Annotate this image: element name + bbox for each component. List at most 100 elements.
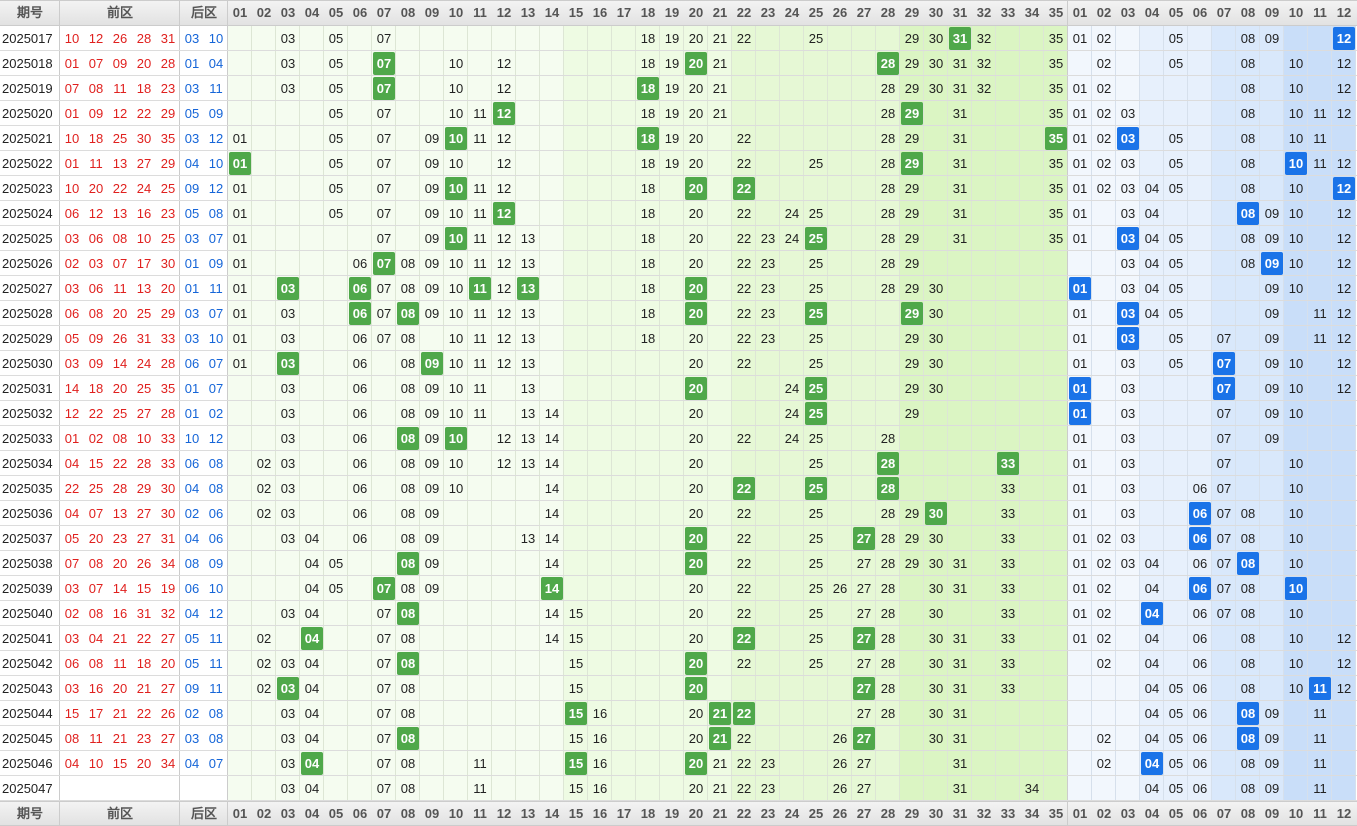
back-number: 09 bbox=[208, 106, 224, 121]
front-grid-number: 07 bbox=[376, 131, 392, 146]
front-number: 20 bbox=[112, 556, 128, 571]
back-grid-number: 12 bbox=[1336, 306, 1352, 321]
front-grid-number: 25 bbox=[808, 631, 824, 646]
front-grid-number: 21 bbox=[712, 81, 728, 96]
front-grid-number: 02 bbox=[256, 506, 272, 521]
front-number: 15 bbox=[64, 706, 80, 721]
front-hit: 20 bbox=[685, 52, 707, 75]
front-col-header: 16 bbox=[592, 806, 608, 821]
issue: 2025024 bbox=[2, 206, 53, 221]
back-grid-number: 05 bbox=[1168, 281, 1184, 296]
front-grid-number: 03 bbox=[280, 56, 296, 71]
front-grid-number: 11 bbox=[473, 206, 487, 221]
front-hit: 25 bbox=[805, 302, 827, 325]
back-grid-number: 12 bbox=[1336, 256, 1352, 271]
front-grid-number: 10 bbox=[448, 456, 464, 471]
back-grid-number: 12 bbox=[1336, 206, 1352, 221]
front-number: 25 bbox=[88, 481, 104, 496]
front-grid-number: 34 bbox=[1024, 781, 1040, 796]
front-grid-number: 14 bbox=[544, 456, 560, 471]
front-grid-number: 07 bbox=[376, 206, 392, 221]
front-grid-number: 09 bbox=[424, 156, 440, 171]
front-col-header: 01 bbox=[232, 5, 248, 20]
back-hit: 08 bbox=[1237, 727, 1259, 750]
front-grid-number: 21 bbox=[712, 56, 728, 71]
header-bg bbox=[0, 801, 1357, 826]
back-grid-number: 10 bbox=[1288, 481, 1304, 496]
issue: 2025042 bbox=[2, 656, 53, 671]
back-number: 02 bbox=[184, 506, 200, 521]
back-col-header: 12 bbox=[1336, 5, 1352, 20]
front-grid-number: 03 bbox=[280, 506, 296, 521]
front-number: 07 bbox=[88, 506, 104, 521]
back-grid-number: 09 bbox=[1264, 431, 1280, 446]
back-col-header: 12 bbox=[1336, 806, 1352, 821]
front-col-header: 34 bbox=[1024, 806, 1040, 821]
back-hit: 04 bbox=[1141, 602, 1163, 625]
back-grid-number: 08 bbox=[1240, 581, 1256, 596]
front-grid-number: 05 bbox=[328, 106, 344, 121]
front-grid-number: 05 bbox=[328, 556, 344, 571]
front-number: 08 bbox=[88, 306, 104, 321]
column-bg bbox=[420, 26, 444, 801]
front-number: 27 bbox=[160, 631, 176, 646]
front-col-header: 33 bbox=[1000, 5, 1016, 20]
front-grid-number: 18 bbox=[640, 156, 656, 171]
front-number: 27 bbox=[160, 731, 176, 746]
back-col-header: 08 bbox=[1240, 806, 1256, 821]
front-number: 10 bbox=[136, 431, 152, 446]
front-grid-number: 28 bbox=[880, 681, 896, 696]
row-line bbox=[0, 150, 1357, 151]
front-grid-number: 09 bbox=[424, 556, 440, 571]
front-grid-number: 20 bbox=[688, 331, 704, 346]
column-bg bbox=[996, 26, 1020, 801]
back-hit: 01 bbox=[1069, 377, 1091, 400]
back-grid-number: 02 bbox=[1096, 631, 1112, 646]
back-grid-number: 06 bbox=[1192, 756, 1208, 771]
row-line bbox=[0, 175, 1357, 176]
front-grid-number: 06 bbox=[352, 256, 368, 271]
front-grid-number: 33 bbox=[1000, 606, 1016, 621]
front-col-header: 17 bbox=[616, 806, 632, 821]
front-hit: 07 bbox=[373, 252, 395, 275]
front-number: 08 bbox=[112, 231, 128, 246]
front-number: 22 bbox=[112, 181, 128, 196]
front-grid-number: 07 bbox=[376, 306, 392, 321]
back-number: 08 bbox=[208, 206, 224, 221]
front-col-header: 09 bbox=[424, 5, 440, 20]
back-col-header: 01 bbox=[1072, 806, 1088, 821]
back-grid-number: 03 bbox=[1120, 406, 1136, 421]
back-grid-number: 09 bbox=[1264, 406, 1280, 421]
front-grid-number: 08 bbox=[400, 381, 416, 396]
front-grid-number: 04 bbox=[304, 781, 320, 796]
front-grid-number: 23 bbox=[760, 781, 776, 796]
back-number: 01 bbox=[184, 381, 200, 396]
back-grid-number: 12 bbox=[1336, 656, 1352, 671]
back-grid-number: 10 bbox=[1288, 531, 1304, 546]
back-number: 12 bbox=[208, 181, 224, 196]
front-number: 09 bbox=[88, 331, 104, 346]
front-grid-number: 22 bbox=[736, 556, 752, 571]
back-col-header: 06 bbox=[1192, 806, 1208, 821]
front-col-header: 25 bbox=[808, 806, 824, 821]
front-grid-number: 07 bbox=[376, 331, 392, 346]
front-grid-number: 11 bbox=[473, 781, 487, 796]
front-grid-number: 03 bbox=[280, 481, 296, 496]
front-col-header: 13 bbox=[520, 5, 536, 20]
front-number: 21 bbox=[112, 706, 128, 721]
front-grid-number: 35 bbox=[1048, 56, 1064, 71]
front-grid-number: 32 bbox=[976, 81, 992, 96]
back-number: 04 bbox=[184, 606, 200, 621]
front-grid-number: 35 bbox=[1048, 106, 1064, 121]
front-grid-number: 20 bbox=[688, 731, 704, 746]
back-number: 03 bbox=[184, 306, 200, 321]
front-grid-number: 21 bbox=[712, 106, 728, 121]
row-line bbox=[0, 575, 1357, 576]
front-grid-number: 24 bbox=[784, 206, 800, 221]
front-grid-number: 11 bbox=[473, 356, 487, 371]
front-grid-number: 20 bbox=[688, 706, 704, 721]
front-grid-number: 32 bbox=[976, 56, 992, 71]
back-number: 08 bbox=[208, 456, 224, 471]
back-grid-number: 02 bbox=[1096, 81, 1112, 96]
front-col-header: 11 bbox=[473, 5, 487, 20]
